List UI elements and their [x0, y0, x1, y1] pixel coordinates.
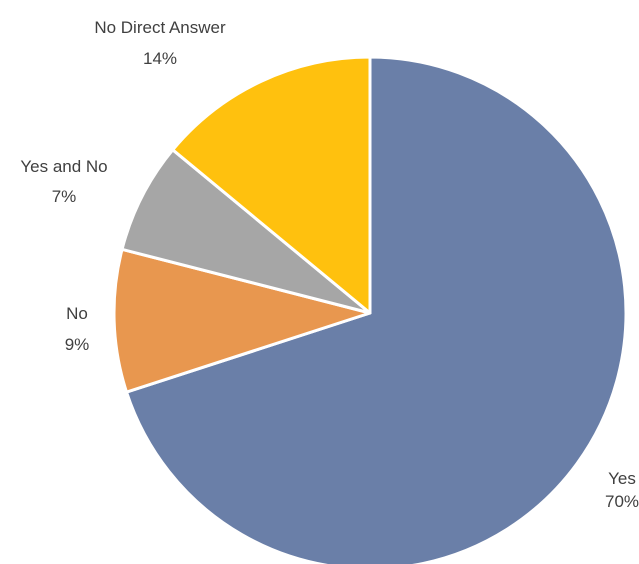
data-label-no-direct-answer: No Direct Answer 14%	[94, 18, 226, 68]
data-label-no-percent: 9%	[65, 335, 90, 354]
data-label-yes-and-no: Yes and No 7%	[20, 157, 107, 206]
data-label-no-direct-answer-category: No Direct Answer	[94, 18, 226, 37]
data-label-no: No 9%	[65, 304, 90, 354]
data-label-yes: Yes 70%	[605, 469, 639, 511]
slice-yes	[125, 55, 628, 564]
data-label-yes-and-no-percent: 7%	[52, 187, 77, 206]
data-label-no-category: No	[66, 304, 88, 323]
data-label-yes-category: Yes	[608, 469, 636, 488]
data-label-yes-percent: 70%	[605, 492, 639, 511]
data-label-no-direct-answer-percent: 14%	[143, 49, 177, 68]
data-label-yes-and-no-category: Yes and No	[20, 157, 107, 176]
slice-no-direct-answer	[171, 55, 372, 315]
pie-slices	[112, 55, 628, 564]
slice-yes-and-no	[120, 148, 372, 315]
slice-no	[112, 247, 372, 394]
